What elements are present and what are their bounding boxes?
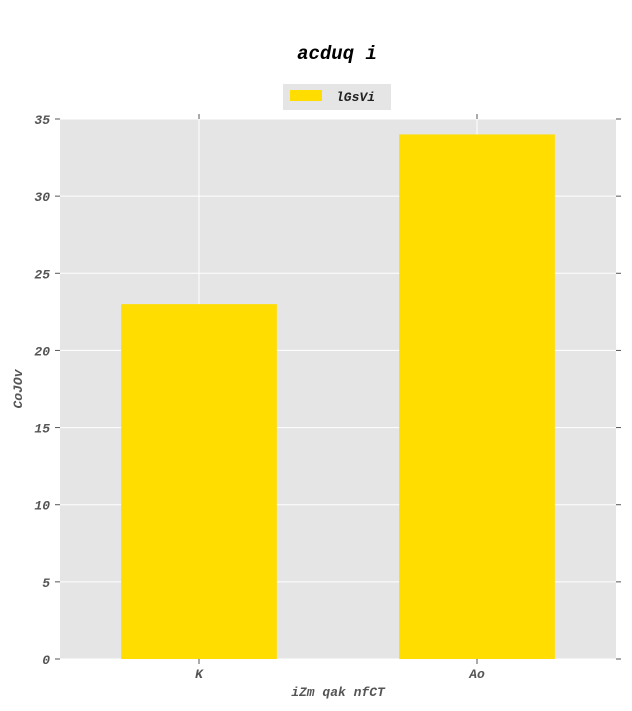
y-tick-label: 30 (34, 190, 50, 205)
x-axis-label: iZm qak nfCT (291, 685, 386, 700)
chart-title: acduq i (297, 43, 377, 65)
legend-label: lGsVi (336, 90, 375, 105)
y-tick-label: 10 (34, 499, 50, 514)
bars (121, 134, 555, 659)
y-tick-label: 25 (34, 267, 50, 282)
y-tick-label: 20 (34, 344, 50, 359)
y-tick-label: 35 (34, 113, 50, 128)
y-tick-label: 15 (34, 422, 50, 437)
legend-swatch (290, 90, 322, 101)
bar-ao (399, 134, 555, 659)
tick-marks (55, 114, 621, 664)
y-tick-labels: 0 5 10 15 20 25 30 35 (34, 113, 50, 668)
y-axis-label: CoJOv (11, 368, 26, 408)
y-tick-label: 5 (42, 576, 50, 591)
x-tick-labels: K Ao (195, 667, 485, 682)
y-tick-label: 0 (42, 653, 50, 668)
legend: lGsVi (283, 84, 391, 110)
bar-k (121, 304, 277, 659)
x-tick-label: K (195, 667, 204, 682)
x-tick-label: Ao (468, 667, 485, 682)
